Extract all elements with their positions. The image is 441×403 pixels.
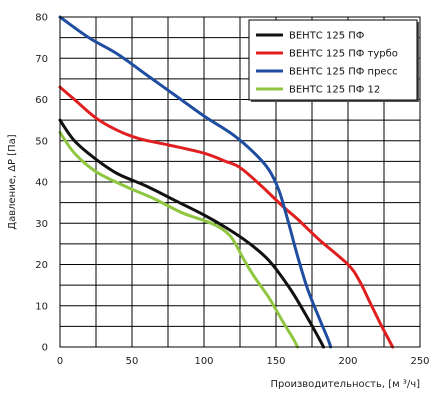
y-tick-label: 10: [35, 301, 48, 312]
series-line-2: [58, 15, 333, 349]
plot-frame: [59, 16, 421, 348]
y-tick-label: 30: [35, 219, 48, 230]
y-tick-label: 20: [35, 260, 48, 271]
x-tick-label: 100: [194, 356, 213, 367]
legend: ВЕНТС 125 ПФ ВЕНТС 125 ПФ турбо ВЕНТС 125 …: [248, 19, 419, 102]
legend-box: [248, 19, 418, 101]
legend-label: ВЕНТС 125 ПФ: [289, 31, 365, 42]
legend-label: ВЕНТС 125 ПФ турбо: [289, 49, 398, 60]
series-line-0: [58, 118, 326, 349]
tick-labels: 0 50 100 150 200 250 0 10 20 30 40 50 60 70 80: [35, 13, 429, 368]
x-tick-label: 250: [410, 356, 429, 367]
legend-label: ВЕНТС 125 ПФ 12: [289, 85, 380, 96]
y-tick-label: 60: [35, 95, 48, 106]
x-axis-title: Производительность, [м ³/ч]: [270, 379, 420, 390]
y-tick-label: 80: [35, 13, 48, 24]
x-tick-label: 0: [57, 356, 63, 367]
legend-label: ВЕНТС 125 ПФ пресс: [289, 67, 398, 78]
x-tick-label: 50: [126, 356, 139, 367]
y-tick-label: 40: [35, 178, 48, 189]
y-axis-title: Давление, ΔР [Па]: [7, 134, 18, 230]
series-line-3: [58, 131, 300, 349]
y-tick-label: 50: [35, 136, 48, 147]
x-tick-label: 150: [266, 356, 285, 367]
series-line-1: [58, 85, 395, 349]
y-tick-label: 70: [35, 54, 48, 65]
x-tick-label: 200: [338, 356, 357, 367]
series-lines: [58, 15, 395, 349]
y-tick-label: 0: [42, 343, 48, 354]
